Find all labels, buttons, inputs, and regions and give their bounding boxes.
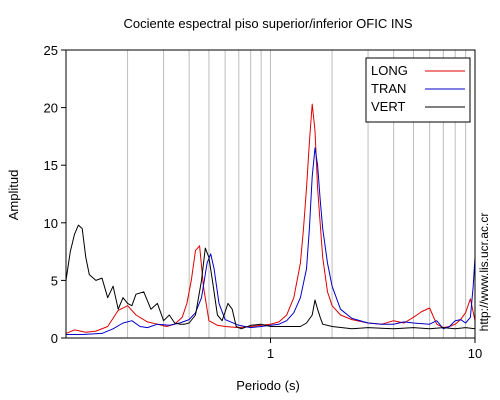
plot-frame [65, 49, 476, 339]
x-tick-label: 10 [468, 346, 482, 361]
y-tick-label: 0 [51, 331, 58, 346]
y-tick-label: 5 [51, 273, 58, 288]
series-line-vert [65, 224, 476, 330]
x-tick-label: 1 [267, 346, 274, 361]
y-tick-label: 20 [44, 101, 58, 116]
y-axis: 0 5 10 15 20 25 [44, 43, 66, 346]
legend-label-long: LONG [371, 63, 408, 78]
y-tick-label: 10 [44, 216, 58, 231]
legend-label-vert: VERT [371, 99, 405, 114]
x-axis-label: Periodo (s) [236, 378, 300, 393]
y-axis-label: Amplitud [6, 170, 21, 221]
legend: LONG TRAN VERT [365, 57, 471, 123]
x-axis: 1 10 [267, 338, 482, 361]
y-tick-label: 25 [44, 43, 58, 58]
series-line-tran [66, 147, 476, 335]
legend-label-tran: TRAN [371, 81, 406, 96]
series-lines [65, 103, 476, 335]
legend-box [365, 57, 471, 123]
side-url-note: http://www.lis.ucr.ac.cr [477, 213, 491, 332]
chart-title: Cociente espectral piso superior/inferio… [123, 16, 412, 31]
y-tick-label: 15 [44, 158, 58, 173]
